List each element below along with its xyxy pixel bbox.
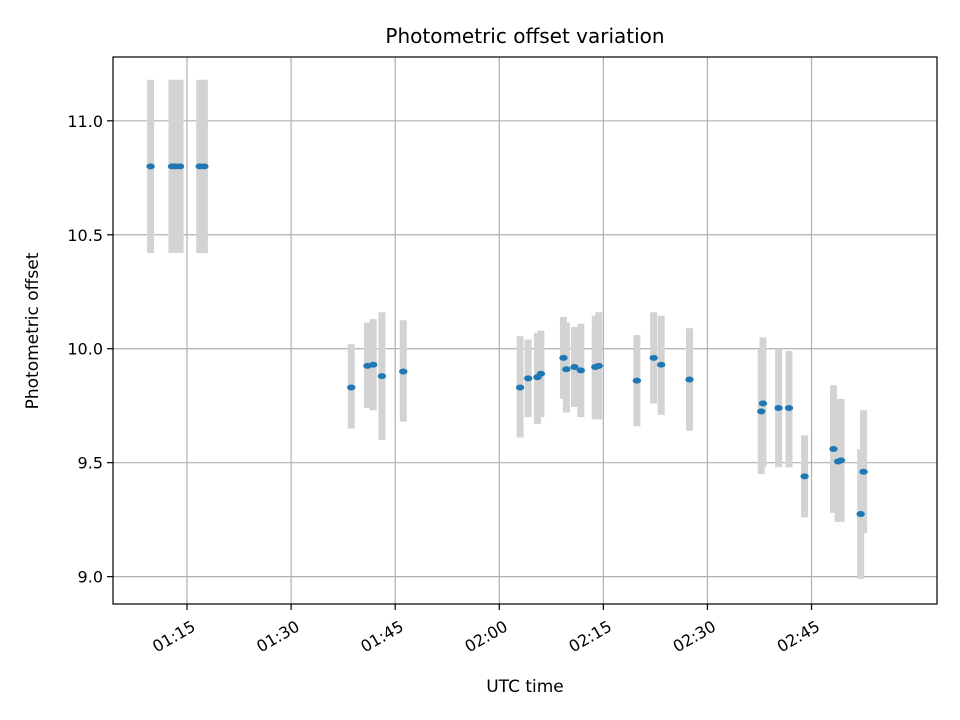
data-point [562,366,571,373]
data-point [649,354,658,361]
data-point [859,468,868,475]
grid [113,57,937,604]
y-tick-label: 9.0 [78,568,103,587]
data-point [594,362,603,369]
x-tick-label: 02:15 [566,617,615,657]
data-point [774,404,783,411]
data-point [784,404,794,411]
y-tick-label: 9.5 [78,454,103,473]
data-point [685,376,694,383]
data-point [515,384,525,391]
data-point [399,368,408,375]
x-tick-label: 02:30 [670,617,719,657]
chart-title: Photometric offset variation [385,24,664,48]
x-tick-label: 02:45 [774,617,823,657]
y-tick-label: 10.5 [67,226,103,245]
data-point [829,446,838,453]
data-point [200,163,209,170]
data-point [536,370,546,377]
data-point [146,163,155,170]
data-point [758,400,768,407]
data-point [800,473,809,480]
data-point [632,377,642,384]
x-tick-label: 01:30 [253,617,302,657]
plot-frame [112,56,938,605]
data-point [369,361,378,368]
data-point [576,367,586,374]
data-points [146,163,868,517]
y-axis: 9.0 9.5 10.0 10.5 11.0 [67,112,113,587]
data-point [175,163,185,170]
data-point [836,457,846,464]
data-point [570,363,579,370]
error-bars [147,79,868,579]
data-point [656,361,666,368]
y-tick-label: 10.0 [67,340,103,359]
data-point [856,510,865,517]
y-axis-label: Photometric offset [23,252,43,409]
x-tick-label: 01:45 [357,617,406,657]
x-axis: 01:15 01:30 01:45 02:00 02:15 02:30 02:45 [149,604,823,656]
data-point [757,408,766,415]
x-tick-label: 01:15 [149,617,198,657]
y-tick-label: 11.0 [67,112,103,131]
data-point [559,354,568,361]
data-point [377,373,387,380]
data-point [523,375,533,382]
x-axis-label: UTC time [486,677,564,697]
data-point [347,384,356,391]
x-tick-label: 02:00 [461,617,510,657]
